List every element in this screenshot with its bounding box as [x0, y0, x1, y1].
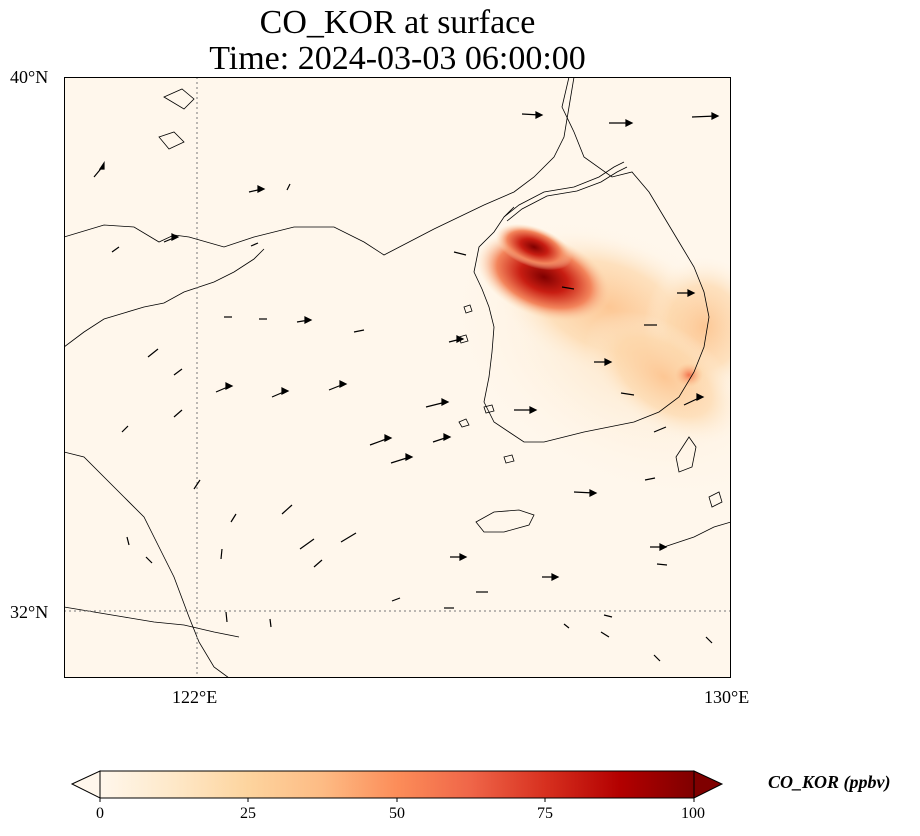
- colorbar-tick-0: 0: [96, 805, 104, 822]
- map-plot-area: [64, 77, 731, 678]
- colorbar-tick-75: 75: [537, 805, 553, 822]
- colorbar: [70, 770, 724, 802]
- lat-tick-32n: 32°N: [10, 602, 49, 622]
- colorbar-label: CO_KOR (ppbv): [768, 772, 891, 792]
- colorbar-extend-low: [70, 770, 101, 799]
- map-frame: [64, 77, 731, 678]
- colorbar-gradient: [99, 770, 695, 799]
- wind-vectors: [93, 111, 720, 662]
- graticule: [64, 77, 731, 678]
- lat-tick-40n: 40°N: [10, 67, 49, 87]
- colorbar-tick-50: 50: [389, 805, 405, 822]
- colorbar-tick-100: 100: [681, 805, 705, 822]
- colorbar-tick-25: 25: [240, 805, 256, 822]
- lon-tick-130e: 130°E: [704, 687, 750, 707]
- lon-tick-122e: 122°E: [172, 687, 218, 707]
- colorbar-extend-high: [693, 770, 724, 799]
- map-title: CO_KOR at surface: [259, 4, 536, 41]
- coastlines: [64, 77, 731, 678]
- colorbar-ticks: [99, 798, 695, 802]
- map-subtitle-time: Time: 2024-03-03 06:00:00: [209, 40, 586, 77]
- concentration-field: [439, 206, 731, 508]
